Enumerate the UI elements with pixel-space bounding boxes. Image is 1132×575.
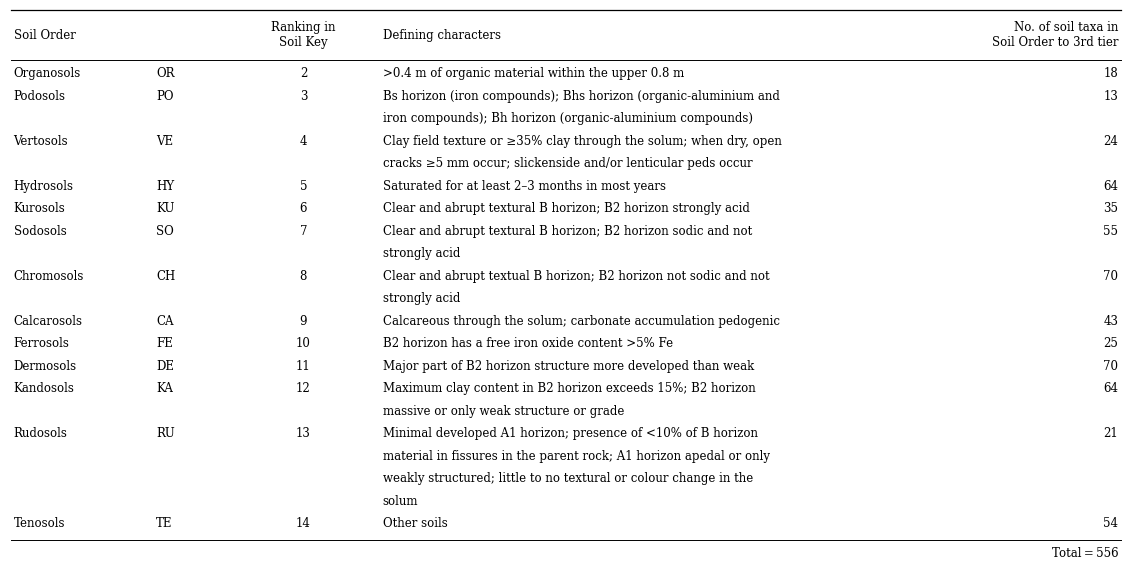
Text: 43: 43: [1104, 315, 1118, 328]
Text: 11: 11: [295, 360, 311, 373]
Text: 70: 70: [1104, 360, 1118, 373]
Text: Soil Order: Soil Order: [14, 29, 76, 41]
Text: OR: OR: [156, 67, 174, 80]
Text: 64: 64: [1104, 179, 1118, 193]
Text: 4: 4: [300, 135, 307, 148]
Text: Calcarosols: Calcarosols: [14, 315, 83, 328]
Text: TE: TE: [156, 518, 173, 531]
Text: 7: 7: [300, 225, 307, 237]
Text: Clear and abrupt textural B horizon; B2 horizon sodic and not: Clear and abrupt textural B horizon; B2 …: [383, 225, 752, 237]
Text: 13: 13: [295, 427, 311, 440]
Text: KA: KA: [156, 382, 173, 396]
Text: 12: 12: [295, 382, 311, 396]
Text: CH: CH: [156, 270, 175, 283]
Text: Calcareous through the solum; carbonate accumulation pedogenic: Calcareous through the solum; carbonate …: [383, 315, 780, 328]
Text: 6: 6: [300, 202, 307, 215]
Text: Defining characters: Defining characters: [383, 29, 500, 41]
Text: Maximum clay content in B2 horizon exceeds 15%; B2 horizon: Maximum clay content in B2 horizon excee…: [383, 382, 755, 396]
Text: Major part of B2 horizon structure more developed than weak: Major part of B2 horizon structure more …: [383, 360, 754, 373]
Text: PO: PO: [156, 90, 173, 102]
Text: Sodosols: Sodosols: [14, 225, 67, 237]
Text: material in fissures in the parent rock; A1 horizon apedal or only: material in fissures in the parent rock;…: [383, 450, 770, 463]
Text: Kurosols: Kurosols: [14, 202, 66, 215]
Text: strongly acid: strongly acid: [383, 247, 460, 260]
Text: iron compounds); Bh horizon (organic-aluminium compounds): iron compounds); Bh horizon (organic-alu…: [383, 112, 753, 125]
Text: 5: 5: [300, 179, 307, 193]
Text: Tenosols: Tenosols: [14, 518, 65, 531]
Text: 35: 35: [1104, 202, 1118, 215]
Text: 64: 64: [1104, 382, 1118, 396]
Text: HY: HY: [156, 179, 174, 193]
Text: Chromosols: Chromosols: [14, 270, 84, 283]
Text: 54: 54: [1104, 518, 1118, 531]
Text: 21: 21: [1104, 427, 1118, 440]
Text: DE: DE: [156, 360, 174, 373]
Text: >0.4 m of organic material within the upper 0.8 m: >0.4 m of organic material within the up…: [383, 67, 684, 80]
Text: Vertosols: Vertosols: [14, 135, 68, 148]
Text: 25: 25: [1104, 338, 1118, 350]
Text: VE: VE: [156, 135, 173, 148]
Text: Rudosols: Rudosols: [14, 427, 68, 440]
Text: cracks ≥5 mm occur; slickenside and/or lenticular peds occur: cracks ≥5 mm occur; slickenside and/or l…: [383, 157, 753, 170]
Text: 70: 70: [1104, 270, 1118, 283]
Text: Total = 556: Total = 556: [1052, 547, 1118, 560]
Text: Ranking in
Soil Key: Ranking in Soil Key: [272, 21, 335, 49]
Text: 24: 24: [1104, 135, 1118, 148]
Text: Hydrosols: Hydrosols: [14, 179, 74, 193]
Text: Kandosols: Kandosols: [14, 382, 75, 396]
Text: SO: SO: [156, 225, 174, 237]
Text: Ferrosols: Ferrosols: [14, 338, 69, 350]
Text: strongly acid: strongly acid: [383, 292, 460, 305]
Text: 3: 3: [300, 90, 307, 102]
Text: 2: 2: [300, 67, 307, 80]
Text: massive or only weak structure or grade: massive or only weak structure or grade: [383, 405, 624, 418]
Text: Podosols: Podosols: [14, 90, 66, 102]
Text: 55: 55: [1104, 225, 1118, 237]
Text: Clear and abrupt textural B horizon; B2 horizon strongly acid: Clear and abrupt textural B horizon; B2 …: [383, 202, 749, 215]
Text: 8: 8: [300, 270, 307, 283]
Text: 9: 9: [300, 315, 307, 328]
Text: Minimal developed A1 horizon; presence of <10% of B horizon: Minimal developed A1 horizon; presence o…: [383, 427, 757, 440]
Text: 14: 14: [295, 518, 311, 531]
Text: Clear and abrupt textual B horizon; B2 horizon not sodic and not: Clear and abrupt textual B horizon; B2 h…: [383, 270, 770, 283]
Text: CA: CA: [156, 315, 173, 328]
Text: 13: 13: [1104, 90, 1118, 102]
Text: weakly structured; little to no textural or colour change in the: weakly structured; little to no textural…: [383, 473, 753, 485]
Text: B2 horizon has a free iron oxide content >5% Fe: B2 horizon has a free iron oxide content…: [383, 338, 672, 350]
Text: Dermosols: Dermosols: [14, 360, 77, 373]
Text: Organosols: Organosols: [14, 67, 80, 80]
Text: Saturated for at least 2–3 months in most years: Saturated for at least 2–3 months in mos…: [383, 179, 666, 193]
Text: solum: solum: [383, 495, 418, 508]
Text: Other soils: Other soils: [383, 518, 447, 531]
Text: KU: KU: [156, 202, 174, 215]
Text: No. of soil taxa in
Soil Order to 3rd tier: No. of soil taxa in Soil Order to 3rd ti…: [992, 21, 1118, 49]
Text: 10: 10: [295, 338, 311, 350]
Text: FE: FE: [156, 338, 173, 350]
Text: RU: RU: [156, 427, 175, 440]
Text: Bs horizon (iron compounds); Bhs horizon (organic-aluminium and: Bs horizon (iron compounds); Bhs horizon…: [383, 90, 780, 102]
Text: 18: 18: [1104, 67, 1118, 80]
Text: Clay field texture or ≥35% clay through the solum; when dry, open: Clay field texture or ≥35% clay through …: [383, 135, 781, 148]
